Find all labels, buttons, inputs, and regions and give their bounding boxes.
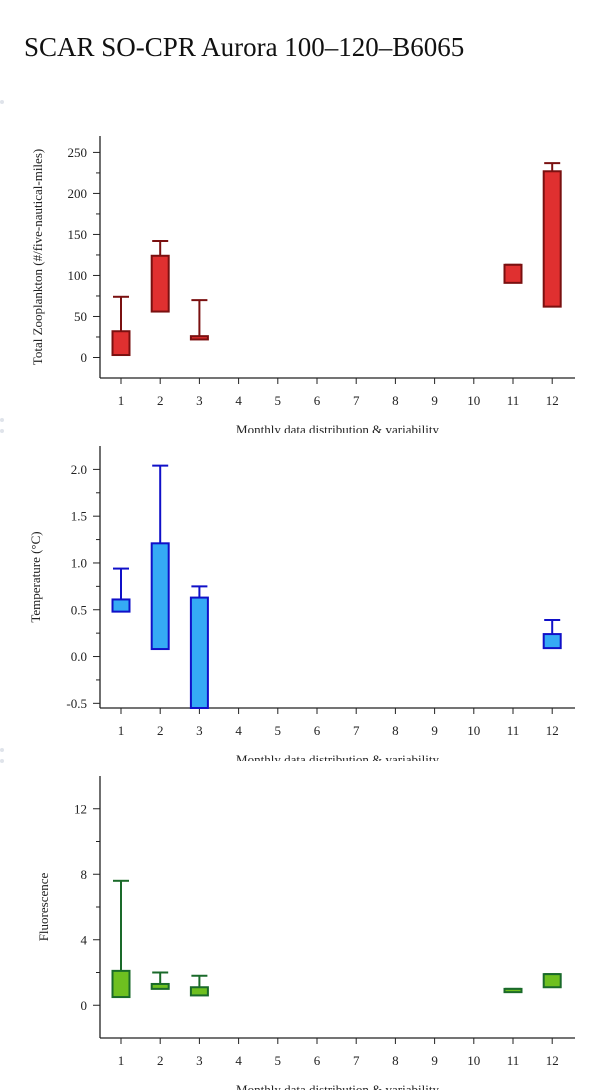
x-tick-label: 6 xyxy=(314,1053,321,1068)
y-axis-label: Total Zooplankton (#/five-nautical-miles… xyxy=(30,149,45,365)
x-tick-label: 5 xyxy=(275,393,282,408)
x-axis-label: Monthly data distribution & variability xyxy=(236,422,439,433)
box-month-11 xyxy=(503,263,523,284)
y-axis-label: Temperature (°C) xyxy=(28,531,43,622)
box-month-12 xyxy=(542,973,562,989)
box-month-12 xyxy=(542,170,562,308)
y-tick-label: 1.0 xyxy=(71,555,87,570)
side-dot xyxy=(0,429,4,433)
y-tick-label: -0.5 xyxy=(66,696,87,711)
x-tick-label: 2 xyxy=(157,723,164,738)
x-tick-label: 11 xyxy=(507,1053,520,1068)
zooplankton-chart-panel: 0 50 100 150 200 250 1 2 3 4 5 6 7 8 9 10 11 12 Total Zoop… xyxy=(0,118,600,433)
x-tick-label: 7 xyxy=(353,723,360,738)
box-month-1 xyxy=(111,969,131,999)
x-tick-label: 3 xyxy=(196,723,203,738)
y-tick-label: 0 xyxy=(81,998,88,1013)
x-axis-label: Monthly data distribution & variability xyxy=(236,752,439,761)
x-tick-label: 10 xyxy=(467,723,480,738)
x-tick-label: 6 xyxy=(314,393,321,408)
box-month-12 xyxy=(542,633,562,650)
x-tick-label: 10 xyxy=(467,1053,480,1068)
x-tick-label: 1 xyxy=(118,393,125,408)
y-tick-label: 250 xyxy=(68,145,88,160)
x-tick-label: 3 xyxy=(196,393,203,408)
side-dot xyxy=(0,418,4,422)
x-tick-label: 2 xyxy=(157,393,164,408)
y-tick-label: 1.5 xyxy=(71,509,87,524)
x-tick-label: 9 xyxy=(431,1053,438,1068)
box-month-1 xyxy=(111,330,131,357)
y-tick-label: 4 xyxy=(81,932,88,947)
x-tick-label: 12 xyxy=(546,393,559,408)
y-tick-label: 0.0 xyxy=(71,649,87,664)
x-tick-label: 12 xyxy=(546,1053,559,1068)
x-tick-label: 4 xyxy=(235,393,242,408)
page-title: SCAR SO-CPR Aurora 100–120–B6065 xyxy=(24,32,465,62)
box-month-3 xyxy=(189,986,209,997)
y-tick-label: 100 xyxy=(68,268,88,283)
box-month-2 xyxy=(150,542,170,651)
x-tick-label: 9 xyxy=(431,393,438,408)
fluorescence-chart-panel: 0 4 8 12 1 2 3 4 5 6 7 8 9 10 11 12 Fluorescence Monthly … xyxy=(0,768,600,1090)
x-tick-label: 1 xyxy=(118,1053,125,1068)
temperature-chart: -0.50.00.51.01.52.01 2 3 4 5 6 7 8 9 10 11 12Temper… xyxy=(28,446,575,761)
x-tick-label: 7 xyxy=(353,393,360,408)
y-tick-label: 8 xyxy=(81,867,88,882)
box-month-2 xyxy=(150,982,170,990)
x-tick-label: 2 xyxy=(157,1053,164,1068)
x-tick-label: 5 xyxy=(275,1053,282,1068)
x-tick-label: 5 xyxy=(275,723,282,738)
y-tick-label: 12 xyxy=(74,801,87,816)
y-tick-label: 150 xyxy=(68,227,88,242)
x-tick-label: 8 xyxy=(392,393,399,408)
box-month-3 xyxy=(189,596,209,709)
side-dot xyxy=(0,748,4,752)
x-tick-label: 10 xyxy=(467,393,480,408)
y-axis-label: Fluorescence xyxy=(36,872,51,941)
x-tick-label: 8 xyxy=(392,1053,399,1068)
box-month-2 xyxy=(150,254,170,313)
temperature-chart-panel: -0.5 0.0 0.5 1.0 1.5 2.0 1 2 3 4 5 6 7 8 9 10 11 12 Temper… xyxy=(0,438,600,761)
y-tick-label: 0.5 xyxy=(71,602,87,617)
y-tick-label: 50 xyxy=(74,309,87,324)
x-tick-label: 11 xyxy=(507,393,520,408)
x-tick-label: 8 xyxy=(392,723,399,738)
x-tick-label: 9 xyxy=(431,723,438,738)
x-tick-label: 11 xyxy=(507,723,520,738)
side-dot xyxy=(0,759,4,763)
y-tick-label: 200 xyxy=(68,186,88,201)
x-tick-label: 4 xyxy=(235,1053,242,1068)
x-axis-label: Monthly data distribution & variability xyxy=(236,1082,439,1090)
x-tick-label: 3 xyxy=(196,1053,203,1068)
side-dot xyxy=(0,100,4,104)
x-tick-label: 1 xyxy=(118,723,125,738)
box-month-11 xyxy=(503,987,523,994)
x-tick-label: 7 xyxy=(353,1053,360,1068)
x-tick-label: 6 xyxy=(314,723,321,738)
y-tick-label: 0 xyxy=(81,350,88,365)
x-tick-label: 4 xyxy=(235,723,242,738)
box-month-1 xyxy=(111,598,131,613)
y-tick-label: 2.0 xyxy=(71,462,87,477)
box-month-3 xyxy=(189,335,209,341)
x-tick-label: 12 xyxy=(546,723,559,738)
